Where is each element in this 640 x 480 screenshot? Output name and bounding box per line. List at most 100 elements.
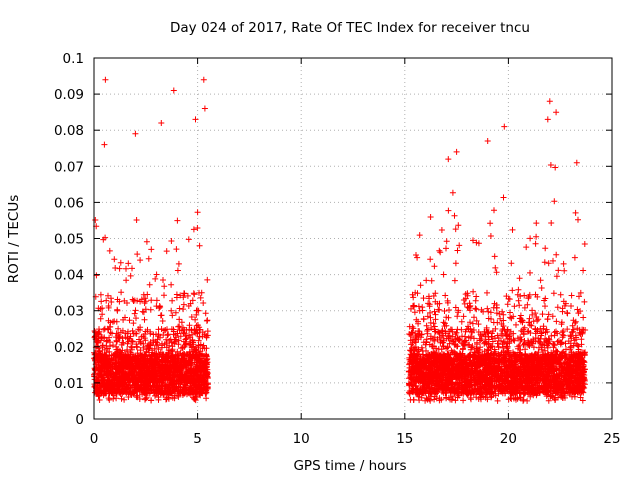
data-point [116, 265, 123, 272]
data-point [423, 336, 430, 343]
data-point [175, 383, 182, 390]
data-point [125, 381, 132, 388]
data-point [170, 331, 177, 338]
data-point [160, 277, 166, 283]
data-point [132, 379, 139, 386]
data-point [144, 326, 151, 333]
data-point [113, 343, 120, 350]
data-point [184, 351, 191, 358]
data-point [130, 390, 137, 397]
data-point [144, 360, 151, 367]
data-point [103, 380, 110, 387]
data-point [101, 362, 108, 369]
data-point [550, 257, 556, 264]
data-point [158, 389, 165, 396]
data-point [108, 299, 115, 305]
data-point [118, 395, 125, 402]
data-point [492, 264, 499, 271]
data-point [494, 397, 501, 404]
data-point [504, 343, 511, 350]
data-point [137, 298, 144, 305]
data-point [534, 317, 541, 324]
data-point [186, 357, 193, 364]
data-point [195, 372, 201, 379]
data-point [416, 232, 423, 239]
data-point [137, 367, 144, 374]
data-point [105, 317, 112, 324]
data-point [161, 356, 168, 362]
data-point [95, 330, 102, 336]
data-point [167, 371, 174, 378]
data-point [168, 238, 175, 244]
data-point [185, 389, 192, 396]
data-point [200, 370, 207, 377]
data-point [129, 265, 135, 272]
data-point [410, 294, 417, 301]
data-point [171, 359, 178, 366]
data-point [161, 283, 168, 290]
data-point [451, 277, 458, 284]
data-point [180, 352, 187, 359]
data-point [413, 252, 419, 258]
data-point [122, 354, 129, 361]
data-point [469, 343, 476, 350]
data-point [181, 379, 188, 386]
data-point [142, 306, 149, 313]
data-point [167, 390, 174, 396]
data-point [200, 366, 207, 372]
data-point [516, 349, 523, 356]
data-point [172, 309, 179, 316]
data-point [183, 361, 190, 368]
data-point [495, 344, 502, 351]
data-point [504, 327, 511, 334]
data-point [168, 307, 175, 314]
data-point [186, 326, 193, 333]
data-point [141, 316, 148, 323]
data-point [189, 297, 196, 304]
data-point [153, 271, 160, 278]
data-point [112, 265, 119, 271]
data-point [410, 302, 416, 309]
data-point [165, 385, 172, 392]
data-point [147, 375, 153, 382]
data-point [103, 349, 110, 356]
data-point [186, 340, 193, 347]
data-point [188, 344, 195, 351]
data-point [431, 263, 438, 270]
data-point [149, 364, 156, 371]
data-point [203, 395, 210, 402]
data-point [180, 306, 187, 313]
data-point [558, 319, 565, 326]
data-point [189, 343, 196, 350]
data-point [409, 323, 416, 330]
data-point [158, 373, 165, 380]
data-point [186, 376, 192, 383]
data-point [194, 225, 201, 231]
data-point [487, 309, 494, 316]
data-point [195, 337, 202, 344]
data-point [169, 312, 176, 319]
data-point [115, 334, 122, 341]
data-point [91, 333, 98, 340]
data-point [500, 194, 507, 201]
data-point [113, 395, 120, 402]
data-point [568, 292, 575, 299]
data-point [533, 220, 540, 227]
data-point [175, 356, 182, 362]
data-point [160, 376, 167, 383]
data-point [133, 315, 139, 322]
data-point [455, 309, 462, 316]
data-point [130, 320, 137, 327]
data-point [465, 334, 472, 341]
data-point [545, 260, 552, 267]
data-point [119, 347, 126, 354]
data-point [574, 306, 581, 313]
data-point [498, 331, 505, 337]
data-point [127, 370, 134, 377]
data-point [110, 342, 116, 349]
data-point [459, 389, 465, 396]
data-point [97, 383, 104, 390]
data-point [491, 300, 498, 307]
data-point [196, 333, 203, 340]
data-point [136, 388, 143, 395]
